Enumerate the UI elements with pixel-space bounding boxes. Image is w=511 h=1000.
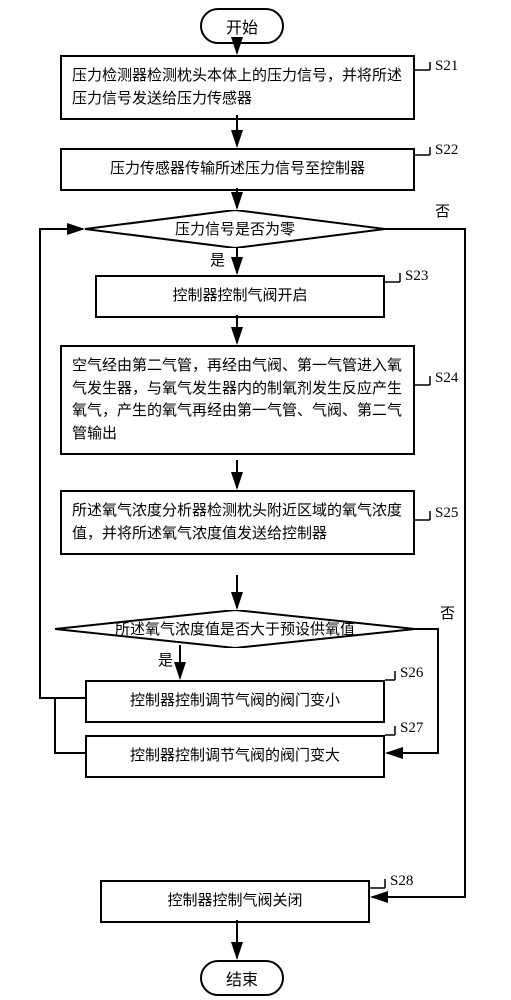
step-label-s21: S21 <box>435 58 458 75</box>
process-s28: 控制器控制气阀关闭 <box>100 880 370 923</box>
step-label-s27: S27 <box>400 720 423 737</box>
process-s23: 控制器控制气阀开启 <box>95 275 385 318</box>
decision-oxygen-threshold: 所述氧气浓度值是否大于预设供氧值 <box>55 610 415 648</box>
step-label-s24: S24 <box>435 370 458 387</box>
step-label-s22: S22 <box>435 142 458 159</box>
step-label-s28: S28 <box>390 873 413 890</box>
process-s26: 控制器控制调节气阀的阀门变小 <box>85 680 385 723</box>
decision-oxygen-threshold-text: 所述氧气浓度值是否大于预设供氧值 <box>55 610 415 639</box>
step-label-s25: S25 <box>435 505 458 522</box>
process-s21: 压力检测器检测枕头本体上的压力信号，并将所述压力信号发送给压力传感器 <box>60 55 415 120</box>
process-s27: 控制器控制调节气阀的阀门变大 <box>85 735 385 778</box>
decision-pressure-zero-text: 压力信号是否为零 <box>85 210 385 239</box>
process-s22: 压力传感器传输所述压力信号至控制器 <box>60 148 415 191</box>
step-label-s26: S26 <box>400 665 423 682</box>
process-s24: 空气经由第二气管，再经由气阀、第一气管进入氧气发生器，与氧气发生器内的制氧剂发生… <box>60 345 415 455</box>
d2-yes-label: 是 <box>158 649 173 670</box>
process-s25: 所述氧气浓度分析器检测枕头附近区域的氧气浓度值，并将所述氧气浓度值发送给控制器 <box>60 490 415 555</box>
d1-yes-label: 是 <box>210 249 225 270</box>
end-terminal: 结束 <box>200 960 284 996</box>
decision-pressure-zero: 压力信号是否为零 <box>85 210 385 248</box>
d2-no-label: 否 <box>440 602 455 623</box>
d1-no-label: 否 <box>435 200 450 221</box>
step-label-s23: S23 <box>405 268 428 285</box>
start-terminal: 开始 <box>200 8 284 44</box>
